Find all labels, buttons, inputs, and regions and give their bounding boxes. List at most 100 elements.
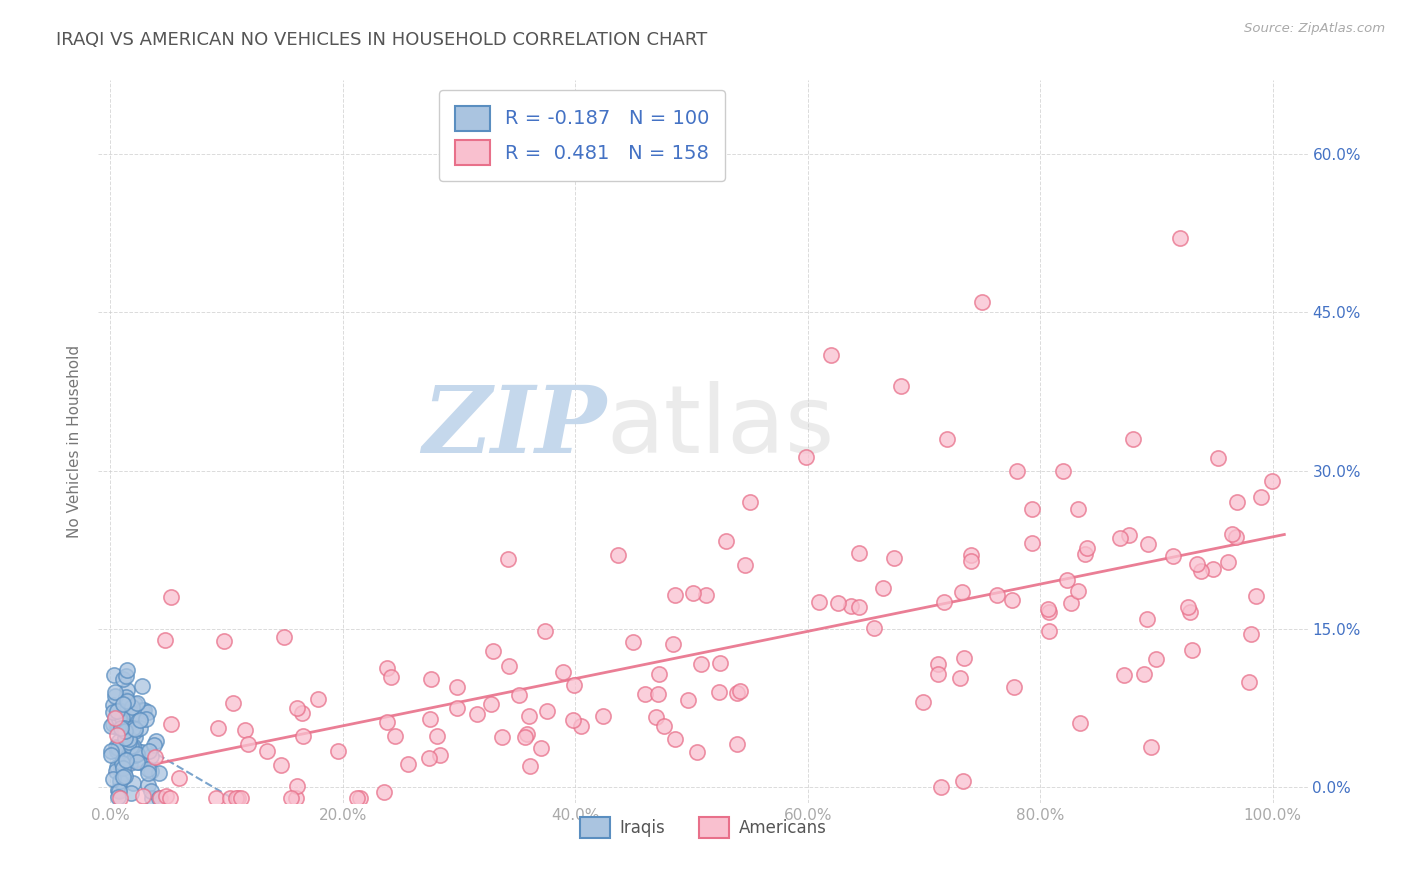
Point (664, 588, 686, 602)
Point (664, 731, 686, 746)
Point (1002, 680, 1025, 694)
Point (863, 621, 886, 635)
Text: atlas: atlas (606, 381, 835, 473)
Point (728, 684, 751, 698)
Point (498, 658, 520, 673)
Point (467, 707, 489, 722)
Point (384, 729, 406, 743)
Point (429, 748, 451, 763)
Point (1005, 464, 1028, 478)
Point (426, 730, 449, 744)
Text: IRAQI VS AMERICAN NO VEHICLES IN HOUSEHOLD CORRELATION CHART: IRAQI VS AMERICAN NO VEHICLES IN HOUSEHO… (56, 31, 707, 49)
Point (110, 721, 132, 735)
Point (307, 691, 329, 706)
Point (592, 709, 614, 723)
Point (107, 704, 129, 718)
Point (112, 673, 135, 687)
Point (256, 744, 278, 758)
Point (1038, 624, 1060, 638)
Point (676, 693, 699, 707)
Point (101, 772, 124, 786)
Point (564, 677, 586, 691)
Point (111, 714, 134, 729)
Point (105, 709, 128, 723)
Point (1189, 565, 1212, 579)
Point (129, 721, 152, 735)
Point (112, 766, 135, 780)
Point (117, 747, 139, 761)
Point (136, 706, 159, 720)
Point (986, 588, 1008, 602)
Point (100, 747, 122, 762)
Point (515, 727, 537, 741)
Point (229, 790, 252, 805)
Point (134, 703, 156, 717)
Point (970, 294, 993, 309)
Point (153, 633, 176, 648)
Point (124, 724, 146, 739)
Point (807, 595, 830, 609)
Point (725, 737, 748, 751)
Point (117, 716, 139, 731)
Point (519, 709, 541, 723)
Point (122, 721, 145, 735)
Point (121, 699, 143, 714)
Point (839, 599, 862, 614)
Point (419, 713, 441, 727)
Point (952, 773, 974, 788)
Point (1067, 584, 1090, 599)
Point (118, 756, 141, 770)
Point (212, 634, 235, 648)
Point (205, 790, 228, 805)
Point (491, 730, 513, 744)
Point (373, 785, 395, 799)
Point (1261, 474, 1284, 488)
Point (111, 706, 134, 721)
Point (270, 757, 292, 772)
Point (148, 790, 170, 805)
Point (1206, 450, 1229, 465)
Point (934, 595, 956, 609)
Point (155, 789, 177, 804)
Point (104, 740, 127, 755)
Point (927, 657, 949, 671)
Point (936, 432, 959, 446)
Point (124, 706, 146, 721)
Point (346, 790, 368, 805)
Point (419, 672, 441, 686)
Point (100, 719, 122, 733)
Point (114, 769, 136, 783)
Point (132, 789, 155, 804)
Point (707, 685, 730, 699)
Point (118, 735, 141, 749)
Point (883, 551, 905, 566)
Point (125, 696, 148, 710)
Point (1021, 535, 1043, 549)
Point (159, 790, 181, 805)
Point (226, 790, 249, 805)
Point (827, 597, 849, 611)
Point (122, 776, 145, 790)
Point (662, 637, 685, 651)
Point (396, 756, 419, 771)
Point (794, 450, 817, 464)
Point (273, 630, 295, 644)
Point (101, 717, 124, 731)
Point (160, 716, 183, 731)
Point (114, 718, 136, 732)
Point (285, 790, 308, 805)
Point (621, 634, 644, 648)
Point (479, 697, 502, 711)
Point (104, 711, 127, 725)
Point (536, 704, 558, 718)
Point (118, 731, 141, 746)
Point (107, 734, 129, 748)
Y-axis label: No Vehicles in Household: No Vehicles in Household (67, 345, 83, 538)
Point (120, 750, 142, 764)
Point (1226, 494, 1249, 508)
Point (111, 717, 134, 731)
Point (695, 588, 717, 602)
Point (111, 756, 134, 770)
Point (890, 379, 912, 393)
Point (110, 760, 132, 774)
